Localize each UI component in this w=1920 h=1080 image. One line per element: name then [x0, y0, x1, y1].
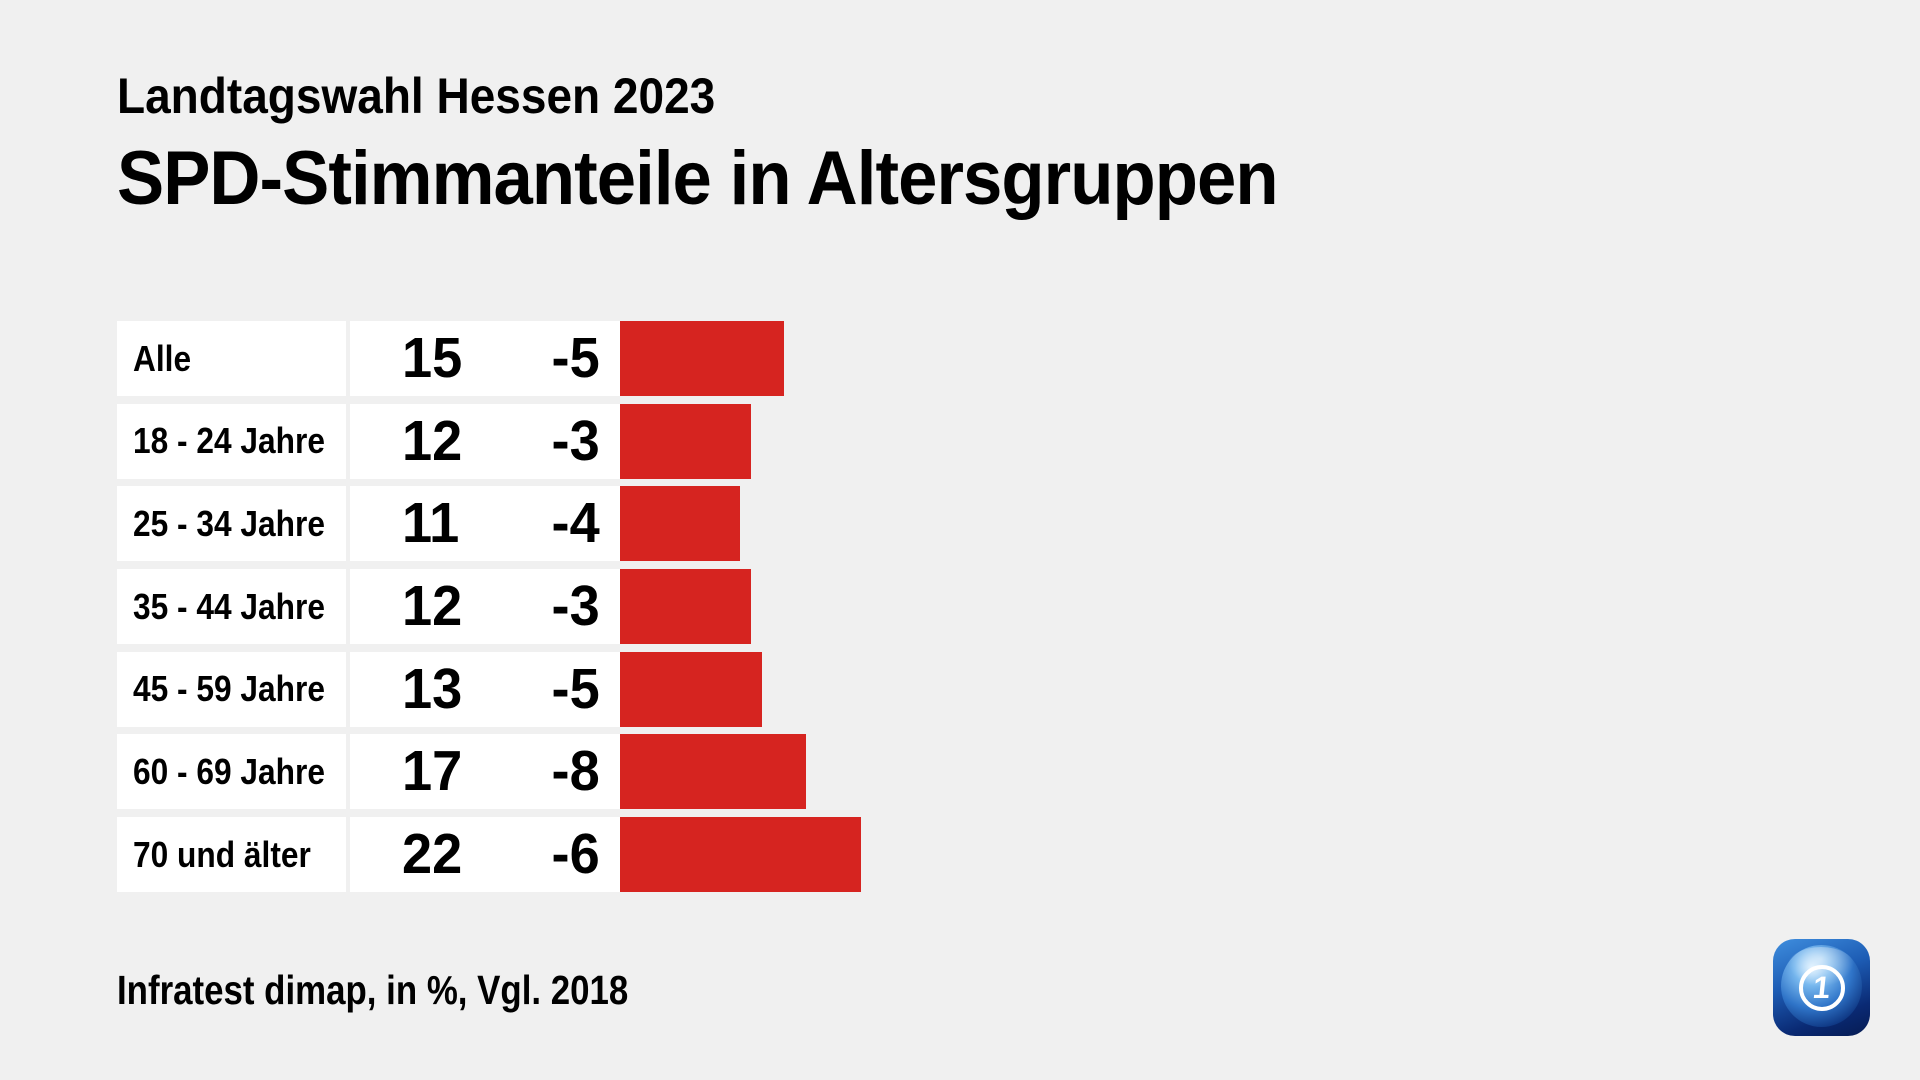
vote-share-bar	[620, 734, 807, 810]
change-value: -8	[551, 739, 600, 804]
ard-logo: 1	[1773, 939, 1870, 1036]
chart-title: SPD-Stimmanteile in Altersgruppen	[117, 136, 1279, 221]
age-group-cell: 70 und älter	[117, 817, 346, 893]
age-group-label: 60 - 69 Jahre	[133, 750, 325, 792]
change-value: -3	[551, 408, 600, 473]
vote-share-bar	[620, 486, 741, 562]
vote-share-value: 15	[402, 326, 463, 390]
change-value: -4	[551, 491, 600, 556]
age-group-cell: Alle	[117, 321, 346, 396]
age-group-cell: 18 - 24 Jahre	[117, 403, 346, 479]
age-group-cell: 35 - 44 Jahre	[117, 569, 346, 645]
vote-share-value: 12	[402, 574, 463, 639]
values-cell: 17 -8	[350, 734, 620, 810]
vote-share-bar	[620, 569, 752, 645]
age-group-label: 70 und älter	[133, 833, 311, 875]
table-row: 45 - 59 Jahre 13 -5	[117, 651, 861, 727]
values-cell: 12 -3	[350, 403, 620, 479]
vote-share-value: 22	[402, 822, 463, 887]
vote-share-value: 17	[402, 739, 463, 804]
age-group-label: 25 - 34 Jahre	[133, 502, 325, 544]
bar-chart-rows: Alle 15 -5 18 - 24 Jahre 12 -3 25 - 34 J…	[117, 321, 861, 893]
ard-one-glyph: 1	[1811, 970, 1832, 1005]
values-cell: 15 -5	[350, 321, 620, 396]
values-cell: 11 -4	[350, 486, 620, 562]
vote-share-bar	[620, 651, 763, 727]
age-group-cell: 45 - 59 Jahre	[117, 651, 346, 727]
table-row: 70 und älter 22 -6	[117, 817, 861, 893]
table-row: 60 - 69 Jahre 17 -8	[117, 734, 861, 810]
values-cell: 22 -6	[350, 817, 620, 893]
ard-one-icon: 1	[1798, 964, 1845, 1011]
vote-share-value: 11	[402, 491, 460, 556]
chart-subtitle: Landtagswahl Hessen 2023	[117, 68, 716, 124]
vote-share-bar	[620, 321, 785, 396]
vote-share-value: 12	[402, 408, 463, 473]
age-group-label: 45 - 59 Jahre	[133, 668, 325, 710]
vote-share-bar	[620, 817, 861, 893]
change-value: -6	[551, 822, 600, 887]
age-group-label: 35 - 44 Jahre	[133, 585, 325, 627]
vote-share-value: 13	[402, 656, 463, 721]
age-group-label: 18 - 24 Jahre	[133, 420, 325, 462]
table-row: 18 - 24 Jahre 12 -3	[117, 403, 861, 479]
age-group-label: Alle	[133, 337, 192, 379]
age-group-cell: 60 - 69 Jahre	[117, 734, 346, 810]
values-cell: 13 -5	[350, 651, 620, 727]
table-row: 35 - 44 Jahre 12 -3	[117, 569, 861, 645]
table-row: 25 - 34 Jahre 11 -4	[117, 486, 861, 562]
age-group-cell: 25 - 34 Jahre	[117, 486, 346, 562]
change-value: -5	[551, 326, 600, 390]
values-cell: 12 -3	[350, 569, 620, 645]
change-value: -3	[551, 574, 600, 639]
vote-share-bar	[620, 403, 752, 479]
source-note: Infratest dimap, in %, Vgl. 2018	[117, 967, 629, 1013]
table-row: Alle 15 -5	[117, 321, 861, 396]
change-value: -5	[551, 656, 600, 721]
